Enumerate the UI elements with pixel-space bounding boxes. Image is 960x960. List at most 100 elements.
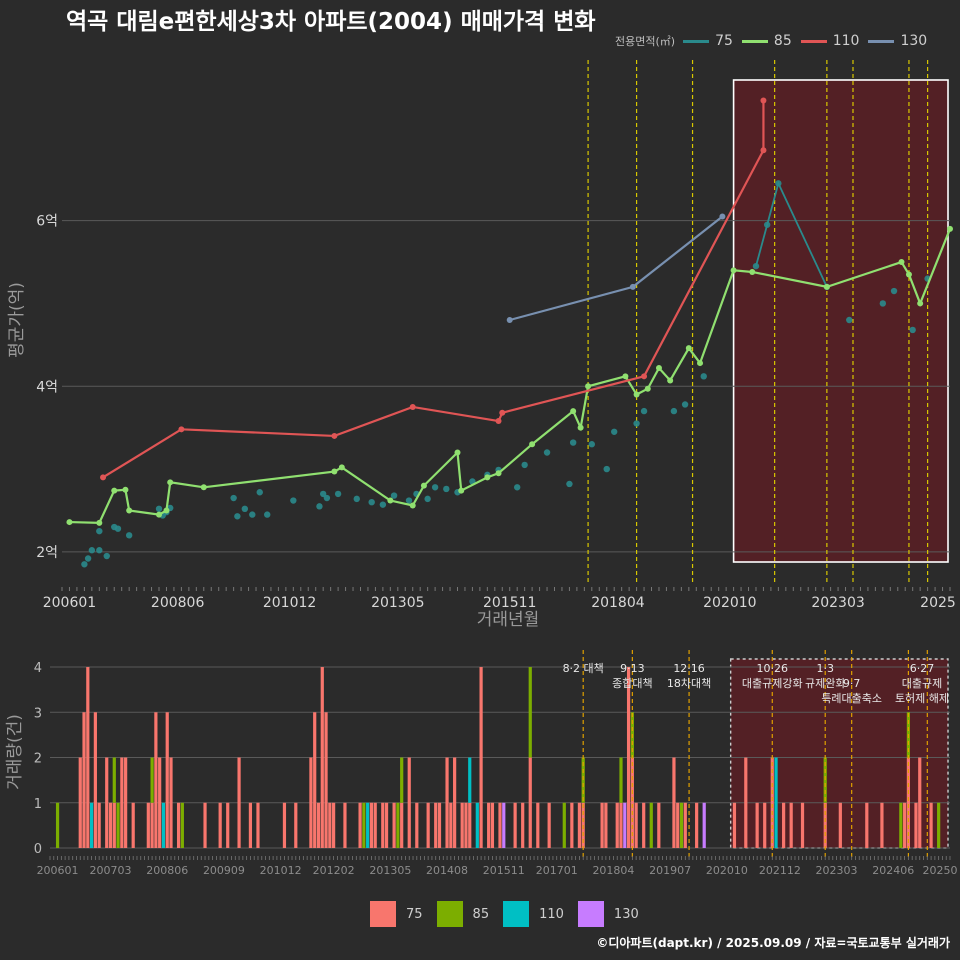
- data-point-85: [111, 487, 118, 494]
- data-point-85: [156, 511, 163, 518]
- x-tick-label: 201804: [592, 864, 634, 877]
- data-point-85: [163, 507, 170, 514]
- volume-bar: [131, 802, 135, 848]
- legend-swatch: [503, 901, 530, 927]
- volume-bar: [313, 712, 317, 848]
- volume-bar: [929, 802, 933, 848]
- volume-bar: [865, 802, 869, 848]
- x-axis-label: 거래년월: [477, 610, 540, 630]
- legend-item-85: 85: [741, 33, 792, 49]
- data-point-85: [420, 482, 427, 489]
- x-tick-label: 202112: [759, 864, 801, 877]
- data-point-85: [66, 519, 73, 526]
- data-point-75: [379, 501, 387, 508]
- legend-swatch: [741, 39, 768, 43]
- volume-bar: [513, 802, 517, 848]
- data-point-85: [644, 385, 651, 392]
- policy-annotation: 9·13: [620, 662, 645, 675]
- volume-bar: [328, 802, 332, 848]
- x-tick-label: 20250: [923, 864, 958, 877]
- legend-item-75: 75: [683, 33, 733, 49]
- volume-bar: [434, 802, 438, 848]
- data-point-75: [846, 316, 853, 324]
- legend-swatch: [577, 901, 604, 927]
- data-point-75: [316, 503, 323, 510]
- volume-bar: [324, 712, 328, 848]
- data-point-85: [667, 377, 674, 384]
- volume-bar: [577, 802, 582, 848]
- volume-bar: [426, 802, 430, 848]
- volume-bar: [562, 802, 566, 848]
- data-point-85: [730, 267, 737, 274]
- legend-label: 130: [613, 906, 639, 922]
- data-point-75: [81, 561, 88, 568]
- volume-bar: [683, 802, 687, 848]
- y-tick-label: 3: [34, 706, 42, 721]
- data-point-75: [681, 401, 689, 408]
- data-point-75: [84, 555, 92, 562]
- y-tick-label: 4: [34, 661, 42, 676]
- volume-bar: [248, 802, 253, 848]
- data-point-85: [685, 345, 692, 352]
- x-tick-label: 201511: [483, 595, 536, 611]
- x-tick-label: 202303: [811, 595, 864, 611]
- volume-bar: [161, 802, 166, 848]
- data-point-85: [126, 507, 133, 514]
- data-point-75: [424, 495, 431, 503]
- data-point-75: [290, 497, 297, 504]
- policy-annotation: 18차대책: [667, 677, 711, 690]
- volume-bar: [502, 802, 506, 848]
- data-point-110: [178, 426, 185, 433]
- legend-label: 75: [715, 33, 733, 49]
- data-point-85: [454, 449, 461, 456]
- volume-bar: [604, 802, 608, 848]
- area-legend: 전용면적(㎡) 75 85 110 130: [615, 32, 936, 50]
- data-point-75: [431, 484, 439, 491]
- legend-label: 75: [406, 906, 423, 922]
- x-tick-label: 200806: [151, 595, 205, 611]
- legend-label: 85: [773, 33, 792, 49]
- data-point-75: [114, 525, 122, 532]
- legend-item-130: 130: [868, 33, 927, 49]
- volume-bar: [453, 757, 457, 848]
- volume-bar: [600, 802, 604, 848]
- volume-bar: [154, 712, 158, 848]
- data-point-110: [641, 373, 648, 380]
- volume-bar: [468, 757, 472, 803]
- volume-bar: [396, 802, 400, 848]
- policy-annotation: 1·3: [816, 662, 834, 675]
- volume-bar: [82, 712, 86, 848]
- data-point-75: [633, 420, 640, 427]
- volume-bar: [676, 802, 680, 848]
- data-point-85: [96, 519, 103, 526]
- x-tick-label: 202406: [872, 864, 914, 877]
- volume-bar: [226, 802, 230, 848]
- x-tick-label: 201305: [371, 595, 424, 611]
- data-point-85: [495, 470, 502, 477]
- volume-bar: [702, 802, 706, 848]
- chart-title: 역곡 대림e편한세상3차 아파트(2004) 매매가격 변화: [66, 9, 596, 35]
- data-point-75: [353, 495, 360, 503]
- volume-bar: [536, 802, 540, 848]
- volume-bar: [400, 802, 404, 848]
- data-point-110: [760, 147, 767, 154]
- volume-bar: [744, 757, 748, 848]
- volume-bar: [649, 802, 653, 848]
- y-tick-label: 1: [34, 797, 42, 812]
- volume-bar: [362, 802, 366, 848]
- volume-legend-item-75: 75: [370, 901, 423, 927]
- x-tick-label: 200601: [37, 864, 79, 877]
- data-point-85: [331, 468, 338, 475]
- data-point-110: [760, 97, 767, 104]
- y-tick-label: 6억: [36, 214, 58, 230]
- data-point-75: [670, 407, 678, 415]
- data-point-75: [569, 439, 577, 446]
- data-point-85: [122, 486, 129, 493]
- policy-annotation: 8·2 대책: [563, 662, 604, 675]
- volume-bar: [415, 802, 419, 848]
- data-point-75: [909, 326, 916, 334]
- volume-bar: [112, 802, 116, 848]
- volume-bar: [373, 802, 377, 848]
- volume-bar: [343, 802, 347, 848]
- data-point-130: [719, 213, 726, 220]
